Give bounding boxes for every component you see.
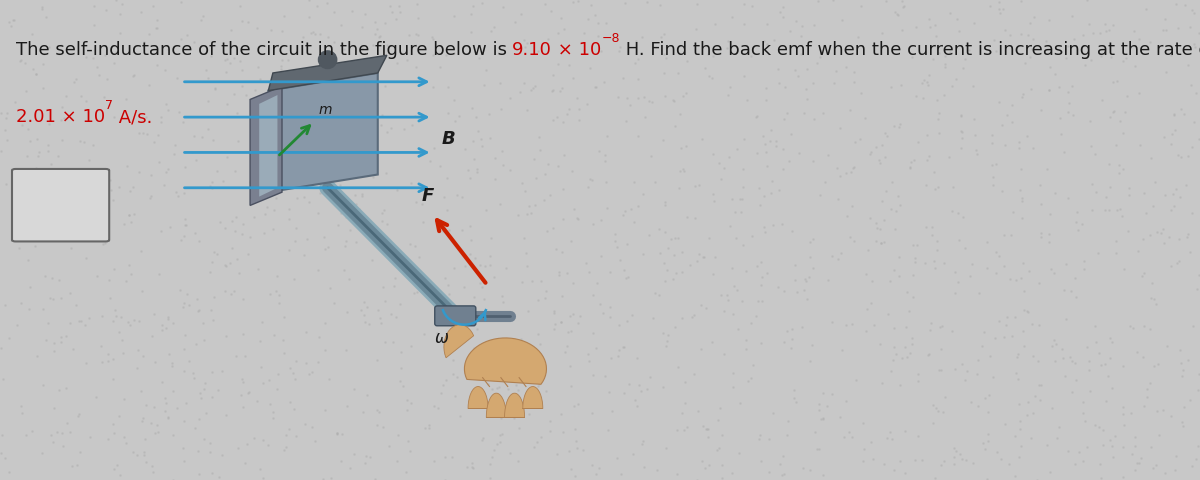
Text: m: m: [318, 103, 332, 117]
Text: A/s.: A/s.: [113, 108, 152, 126]
Text: B: B: [442, 130, 455, 148]
Polygon shape: [486, 393, 506, 418]
FancyBboxPatch shape: [434, 306, 476, 326]
Polygon shape: [250, 86, 282, 205]
Polygon shape: [504, 393, 524, 418]
Text: F: F: [421, 187, 434, 205]
Polygon shape: [269, 55, 386, 91]
Polygon shape: [259, 95, 277, 197]
Text: ω: ω: [434, 329, 449, 347]
Text: The self-inductance of the circuit in the figure below is: The self-inductance of the circuit in th…: [16, 41, 512, 59]
Text: 2.01 × 10: 2.01 × 10: [16, 108, 104, 126]
Polygon shape: [464, 338, 546, 384]
Polygon shape: [444, 324, 474, 358]
Point: [671, 165, 690, 173]
Text: −8: −8: [601, 32, 620, 45]
Polygon shape: [468, 386, 488, 408]
Text: × 10: × 10: [552, 41, 601, 59]
Point: [634, 40, 653, 48]
Text: H. Find the back emf when the current is increasing at the rate of: H. Find the back emf when the current is…: [620, 41, 1200, 59]
Text: 9.10: 9.10: [512, 41, 552, 59]
Polygon shape: [269, 73, 378, 192]
Text: 7: 7: [104, 99, 113, 112]
Polygon shape: [523, 386, 542, 408]
Circle shape: [318, 51, 337, 69]
